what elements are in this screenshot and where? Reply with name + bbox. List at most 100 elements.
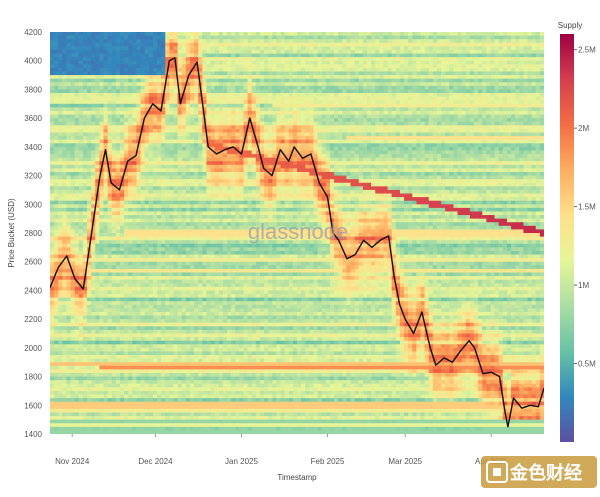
heatmap-cell [152,365,158,370]
heatmap-cell [124,182,129,187]
heatmap-cell [148,322,154,327]
heatmap-cell [58,154,63,159]
heatmap-cell [119,416,125,421]
heatmap-cell [181,229,187,234]
heatmap-cell [74,419,80,424]
heatmap-cell [194,204,199,209]
heatmap-cell [107,103,113,108]
heatmap-cell [99,233,104,237]
heatmap-cell [157,222,162,227]
heatmap-cell [152,125,158,130]
heatmap-cell [177,279,183,284]
heatmap-cell [165,430,170,434]
heatmap-cell [181,265,187,270]
heatmap-cell [50,71,55,76]
heatmap-cell [231,96,236,101]
heatmap-cell [87,297,92,302]
heatmap-cell [189,128,195,133]
heatmap-cell [66,372,71,377]
heatmap-cell [198,283,203,288]
heatmap-cell [115,110,121,115]
heatmap-cell [111,107,117,112]
heatmap-cell [78,250,84,255]
heatmap-cell [132,380,137,385]
heatmap-cell [161,57,166,62]
heatmap-cell [124,96,129,101]
heatmap-cell [214,89,220,94]
heatmap-cell [99,408,104,413]
heatmap-cell [177,347,183,352]
heatmap-cell [157,362,162,367]
heatmap-cell [119,164,125,169]
heatmap-cell [136,157,141,162]
heatmap-cell [78,344,84,349]
heatmap-cell [222,394,228,399]
heatmap-cell [144,103,150,108]
heatmap-cell [152,182,158,187]
heatmap-cell [144,247,150,252]
heatmap-cell [124,168,129,173]
heatmap-cell [103,211,109,216]
heatmap-cell [152,372,158,377]
heatmap-cell [124,179,129,184]
heatmap-cell [119,283,125,288]
heatmap-cell [161,75,166,80]
heatmap-cell [103,42,109,47]
heatmap-cell [206,290,211,295]
heatmap-cell [54,405,59,410]
heatmap-cell [210,121,216,126]
heatmap-cell [157,419,162,424]
heatmap-cell [148,261,154,266]
heatmap-cell [124,243,129,248]
heatmap-cell [82,207,88,212]
heatmap-cell [62,128,67,133]
heatmap-cell [148,304,154,309]
heatmap-cell [103,347,109,352]
heatmap-cell [144,89,150,94]
heatmap-cell [87,100,92,105]
heatmap-cell [185,164,191,169]
heatmap-cell [128,390,133,395]
heatmap-cell [214,78,220,83]
heatmap-cell [185,398,191,403]
heatmap-cell [198,218,203,223]
heatmap-cell [103,197,109,202]
heatmap-cell [202,290,207,295]
heatmap-cell [210,164,216,169]
heatmap-cell [140,283,146,288]
heatmap-cell [111,225,117,230]
heatmap-cell [198,301,203,306]
heatmap-cell [115,254,121,259]
heatmap-cell [91,179,96,184]
heatmap-cell [231,175,236,180]
heatmap-cell [140,60,146,65]
heatmap-cell [95,326,100,331]
heatmap-cell [78,182,84,187]
heatmap-cell [152,96,158,101]
heatmap-cell [144,82,150,87]
heatmap-cell [103,89,109,94]
heatmap-cell [119,319,125,324]
heatmap-cell [119,390,125,395]
heatmap-cell [161,157,166,162]
heatmap-cell [74,107,80,112]
heatmap-cell [82,186,88,191]
heatmap-cell [103,182,109,187]
heatmap-cell [58,416,63,421]
heatmap-cell [210,408,216,413]
heatmap-cell [231,186,236,191]
heatmap-cell [91,265,96,270]
heatmap-cell [157,161,162,166]
heatmap-cell [198,139,203,144]
heatmap-cell [91,416,96,421]
heatmap-cell [222,419,228,424]
heatmap-cell [202,322,207,327]
heatmap-cell [54,311,59,316]
heatmap-cell [128,164,133,169]
heatmap-cell [189,89,195,94]
heatmap-cell [115,103,121,108]
heatmap-cell [54,118,59,123]
heatmap-cell [194,319,199,324]
heatmap-cell [87,175,92,180]
heatmap-cell [58,233,63,237]
